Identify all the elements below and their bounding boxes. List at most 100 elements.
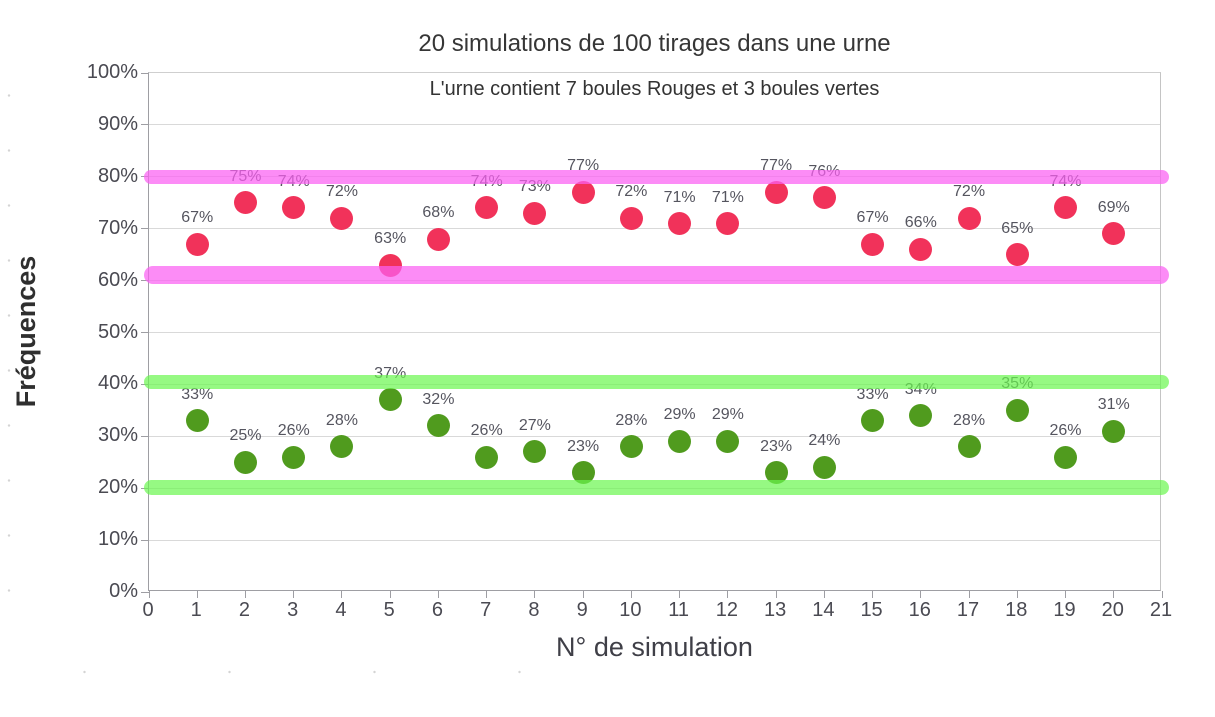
point-label-frequences-vertes: 26% <box>1049 422 1082 440</box>
x-tick-label: 3 <box>287 599 299 621</box>
data-point-frequences-vertes <box>812 455 836 479</box>
y-axis-tick <box>141 435 149 437</box>
data-point-frequences-vertes <box>861 409 885 433</box>
point-label-frequences-rouges: 67% <box>181 209 214 227</box>
data-point-frequences-rouges <box>571 180 595 204</box>
x-axis-tick <box>920 591 922 598</box>
data-point-frequences-vertes <box>957 435 981 459</box>
y-axis-tick <box>141 228 149 230</box>
x-axis-tick <box>630 591 632 598</box>
point-label-frequences-vertes: 33% <box>181 385 214 403</box>
x-tick-label: 1 <box>190 599 202 621</box>
x-axis-tick <box>293 591 295 598</box>
bande-magenta-basse <box>144 266 1169 285</box>
data-point-frequences-rouges <box>716 212 740 235</box>
data-point-frequences-rouges <box>475 196 499 220</box>
data-point-frequences-vertes <box>475 445 499 469</box>
point-label-frequences-vertes: 33% <box>856 385 889 403</box>
grid-line <box>149 124 1160 126</box>
bande-magenta-haute <box>144 169 1169 184</box>
x-axis-tick <box>389 591 391 598</box>
data-point-frequences-vertes <box>426 414 450 438</box>
point-label-frequences-rouges: 63% <box>374 230 407 248</box>
x-tick-label: 13 <box>763 599 787 621</box>
y-tick-label: 20% <box>97 476 138 499</box>
point-label-frequences-vertes: 26% <box>470 422 503 440</box>
bande-verte-haute <box>144 375 1169 390</box>
x-tick-label: 2 <box>238 599 251 621</box>
y-tick-label: 40% <box>97 372 138 395</box>
chart-subtitle: L'urne contient 7 boules Rouges et 3 bou… <box>429 78 880 100</box>
data-point-frequences-rouges <box>330 206 354 230</box>
x-tick-label: 20 <box>1101 599 1124 621</box>
data-point-frequences-vertes <box>233 450 257 474</box>
grid-line <box>149 332 1160 333</box>
point-label-frequences-rouges: 71% <box>663 188 696 206</box>
x-tick-label: 11 <box>668 599 689 621</box>
y-tick-label: 80% <box>97 164 138 187</box>
x-tick-label: 0 <box>142 599 154 621</box>
data-point-frequences-rouges <box>764 180 788 204</box>
x-tick-label: 16 <box>908 599 931 621</box>
point-label-frequences-vertes: 27% <box>518 416 551 434</box>
x-tick-label: 6 <box>431 599 443 621</box>
y-tick-label: 60% <box>97 268 138 291</box>
data-point-frequences-rouges <box>909 237 933 261</box>
x-axis-tick <box>244 591 246 598</box>
point-label-frequences-vertes: 32% <box>422 390 455 408</box>
data-point-frequences-rouges <box>1005 243 1029 267</box>
background-artifact-dots-bottom <box>12 670 612 674</box>
data-point-frequences-vertes <box>378 388 402 412</box>
x-tick-label: 14 <box>812 599 835 621</box>
point-label-frequences-vertes: 28% <box>953 411 986 429</box>
x-axis-tick <box>1161 591 1163 598</box>
x-tick-label: 9 <box>576 599 588 621</box>
data-point-frequences-vertes <box>1005 398 1029 422</box>
point-label-frequences-vertes: 31% <box>1097 396 1130 414</box>
x-axis-tick <box>1113 591 1115 598</box>
y-tick-label: 0% <box>109 580 138 602</box>
data-point-frequences-rouges <box>1054 196 1078 220</box>
x-axis-tick <box>872 591 874 598</box>
data-point-frequences-rouges <box>1102 222 1126 246</box>
point-label-frequences-rouges: 68% <box>422 204 455 222</box>
x-tick-label: 7 <box>480 599 492 621</box>
x-axis-tick <box>196 591 198 598</box>
data-point-frequences-vertes <box>764 461 788 485</box>
data-point-frequences-rouges <box>233 191 257 215</box>
point-label-frequences-rouges: 69% <box>1097 198 1130 216</box>
point-label-frequences-vertes: 26% <box>277 422 310 440</box>
x-axis-tick <box>1065 591 1067 598</box>
y-tick-label: 50% <box>97 320 138 343</box>
data-point-frequences-rouges <box>619 206 643 230</box>
point-label-frequences-rouges: 67% <box>856 209 889 227</box>
x-axis-tick <box>341 591 343 598</box>
x-tick-label: 8 <box>528 599 540 621</box>
point-label-frequences-vertes: 24% <box>808 432 841 450</box>
grid-line <box>149 435 1160 437</box>
data-point-frequences-vertes <box>571 461 595 485</box>
x-axis-tick <box>1016 591 1018 598</box>
x-axis-tick <box>823 591 825 598</box>
y-axis-tick <box>141 124 149 126</box>
x-tick-label: 18 <box>1005 599 1028 621</box>
bande-verte-basse <box>144 479 1169 496</box>
data-point-frequences-vertes <box>619 435 643 459</box>
y-axis-tick <box>141 72 149 74</box>
x-axis-tick <box>968 591 970 598</box>
point-label-frequences-vertes: 25% <box>229 427 262 445</box>
data-point-frequences-vertes <box>330 435 354 459</box>
data-point-frequences-rouges <box>812 186 836 210</box>
grid-line <box>149 539 1160 541</box>
x-tick-label: 10 <box>619 599 642 621</box>
x-axis-tick <box>727 591 729 598</box>
x-axis-tick <box>437 591 439 598</box>
data-point-frequences-rouges <box>185 232 209 256</box>
y-tick-label: 30% <box>97 424 138 447</box>
x-axis-tick <box>679 591 681 598</box>
point-label-frequences-rouges: 71% <box>711 188 744 206</box>
x-axis-tick <box>775 591 777 598</box>
x-tick-label: 5 <box>383 599 395 621</box>
plot-area: 67%75%74%72%63%68%74%73%77%72%71%71%77%7… <box>141 72 1169 598</box>
